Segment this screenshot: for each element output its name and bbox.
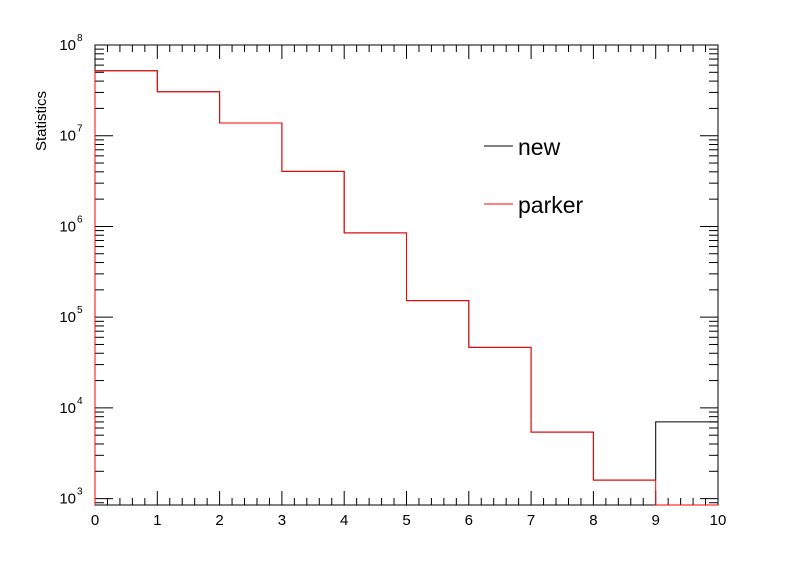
x-tick-label: 2 <box>215 512 223 529</box>
x-tick-label: 7 <box>527 512 535 529</box>
y-tick-label-base: 10 <box>59 218 76 235</box>
x-tick-label: 6 <box>465 512 473 529</box>
y-tick-label-exponent: 8 <box>77 33 83 44</box>
x-tick-label: 0 <box>91 512 99 529</box>
y-tick-label-base: 10 <box>59 37 76 54</box>
x-tick-label: 3 <box>278 512 286 529</box>
y-axis-title: Statistics <box>33 91 50 151</box>
x-tick-label: 10 <box>710 512 727 529</box>
x-tick-label: 5 <box>402 512 410 529</box>
y-tick-label-exponent: 7 <box>77 124 83 135</box>
legend: new parker <box>484 134 584 218</box>
legend-label-parker: parker <box>518 192 584 218</box>
y-tick-label-exponent: 5 <box>77 305 83 316</box>
x-axis: 0 1 2 3 4 5 6 7 8 9 10 <box>91 45 727 529</box>
y-tick-label-base: 10 <box>59 400 76 417</box>
x-tick-label: 4 <box>340 512 348 529</box>
x-tick-label: 8 <box>589 512 597 529</box>
y-tick-label-exponent: 3 <box>77 487 83 498</box>
legend-label-new: new <box>518 134 561 160</box>
y-tick-label-base: 10 <box>59 128 76 145</box>
y-tick-label-exponent: 4 <box>77 396 83 407</box>
y-tick-label-base: 10 <box>59 309 76 326</box>
series-layer <box>94 70 718 506</box>
x-tick-label: 1 <box>153 512 161 529</box>
x-tick-label: 9 <box>652 512 660 529</box>
y-tick-label-exponent: 6 <box>77 214 83 225</box>
series-line-parker <box>94 70 718 506</box>
y-tick-label-base: 10 <box>59 491 76 508</box>
